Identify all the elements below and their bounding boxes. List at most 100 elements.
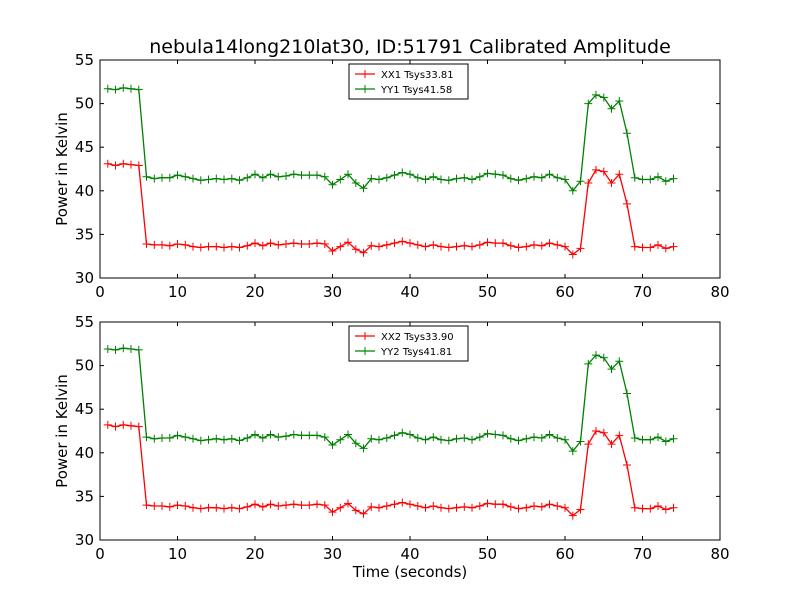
data-point [134,422,143,431]
x-tick-label: 50 [478,545,497,563]
data-point [243,241,252,250]
data-point [576,437,585,446]
data-point [111,85,120,94]
data-point [165,173,174,182]
data-point [258,502,267,511]
y-tick-label: 40 [75,444,94,462]
data-point [243,173,252,182]
data-point [460,502,469,511]
data-point [251,239,259,248]
data-point [344,170,352,179]
data-point [127,160,135,169]
data-point [266,239,275,248]
data-point [599,167,608,176]
data-point [514,243,523,252]
data-point [514,176,523,185]
data-point [127,84,135,93]
y-tick-label: 40 [75,182,94,200]
legend-swatch-marker [361,347,369,355]
data-point [142,501,151,510]
data-point [398,237,407,246]
data-point [545,239,554,248]
data-point [196,243,205,252]
data-point [243,434,252,442]
data-point [344,238,352,247]
x-tick-label: 0 [95,545,105,563]
data-point [630,242,639,251]
y-tick-label: 55 [75,313,94,331]
y-tick-label: 50 [75,95,94,113]
data-point [615,431,624,440]
data-point [646,243,655,252]
data-point [499,431,507,440]
data-point [297,431,306,440]
data-point [537,241,546,250]
data-point [305,171,314,180]
data-point [661,437,670,446]
data-point [413,240,422,249]
data-point [344,499,352,508]
legend-label: XX2 Tsys33.90 [381,332,454,343]
data-point [592,165,600,174]
data-point [592,90,600,99]
x-tick-label: 80 [710,545,729,563]
x-tick-label: 20 [245,545,264,563]
data-point [437,435,445,444]
data-point [623,129,631,138]
data-point [522,434,531,443]
data-point [437,242,445,251]
data-point [313,239,321,248]
x-tick-label: 50 [478,283,497,301]
data-point [429,172,438,181]
data-point [607,104,616,113]
data-point [468,242,476,251]
data-point [212,503,221,512]
x-tick-label: 30 [323,283,342,301]
data-point [235,504,244,513]
data-point [646,504,655,513]
data-point [638,504,647,513]
data-point [561,242,569,251]
data-point [444,176,453,185]
data-point [204,503,213,512]
data-point [537,502,546,511]
data-point [297,240,306,248]
data-point [553,502,562,510]
data-point [390,239,399,248]
data-point [452,434,461,443]
data-point [351,439,360,448]
data-point [599,353,608,362]
data-point [561,175,569,184]
legend-box [348,63,469,100]
data-point [568,447,577,456]
data-point [367,502,376,511]
data-point [320,433,329,442]
data-point [111,161,120,170]
x-tick-label: 70 [633,545,652,563]
data-point [204,435,213,444]
data-point [103,84,112,93]
data-point [638,175,647,184]
data-point [289,170,298,179]
data-point [212,434,221,443]
data-point [537,434,546,442]
data-point [522,503,531,512]
data-point [173,431,182,440]
data-point [468,435,476,444]
data-point [630,503,639,512]
legend: XX1 Tsys33.81 YY1 Tsys41.58 [348,63,469,100]
data-point [220,435,228,444]
data-point [607,440,616,449]
data-point [243,502,252,511]
data-point [623,389,631,398]
data-point [599,428,608,437]
data-point [251,170,259,179]
legend-box [348,325,469,362]
data-point [274,172,283,181]
x-tick-label: 60 [555,545,574,563]
data-point [483,238,492,247]
data-point [103,159,112,168]
data-point [568,511,577,520]
data-point [514,504,523,513]
data-point [336,503,345,512]
